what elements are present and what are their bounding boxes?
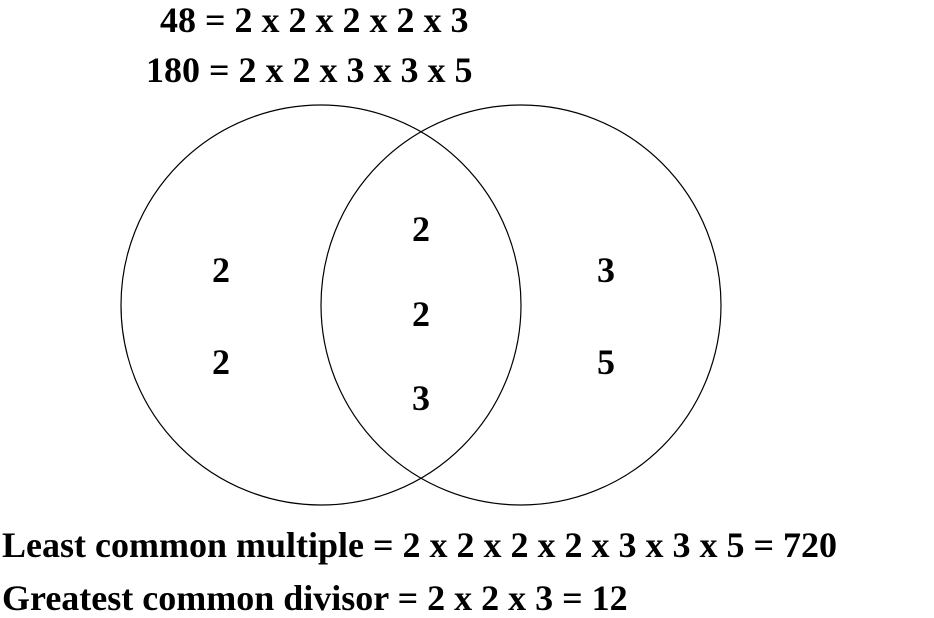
factorization-180: 180 = 2 x 2 x 3 x 3 x 5: [146, 50, 473, 90]
shared-factor: 3: [412, 378, 430, 418]
left-circle: [120, 104, 522, 506]
right-only-factor: 5: [597, 342, 615, 382]
shared-factor: 2: [412, 294, 430, 334]
factorization-48: 48 = 2 x 2 x 2 x 2 x 3: [160, 0, 469, 40]
greatest-common-divisor: Greatest common divisor = 2 x 2 x 3 = 12: [2, 578, 628, 618]
left-only-factor: 2: [212, 342, 230, 382]
shared-factor: 2: [412, 209, 430, 249]
left-only-factor: 2: [212, 250, 230, 290]
right-circle: [320, 104, 722, 506]
right-only-factor: 3: [597, 250, 615, 290]
least-common-multiple: Least common multiple = 2 x 2 x 2 x 2 x …: [2, 525, 837, 565]
